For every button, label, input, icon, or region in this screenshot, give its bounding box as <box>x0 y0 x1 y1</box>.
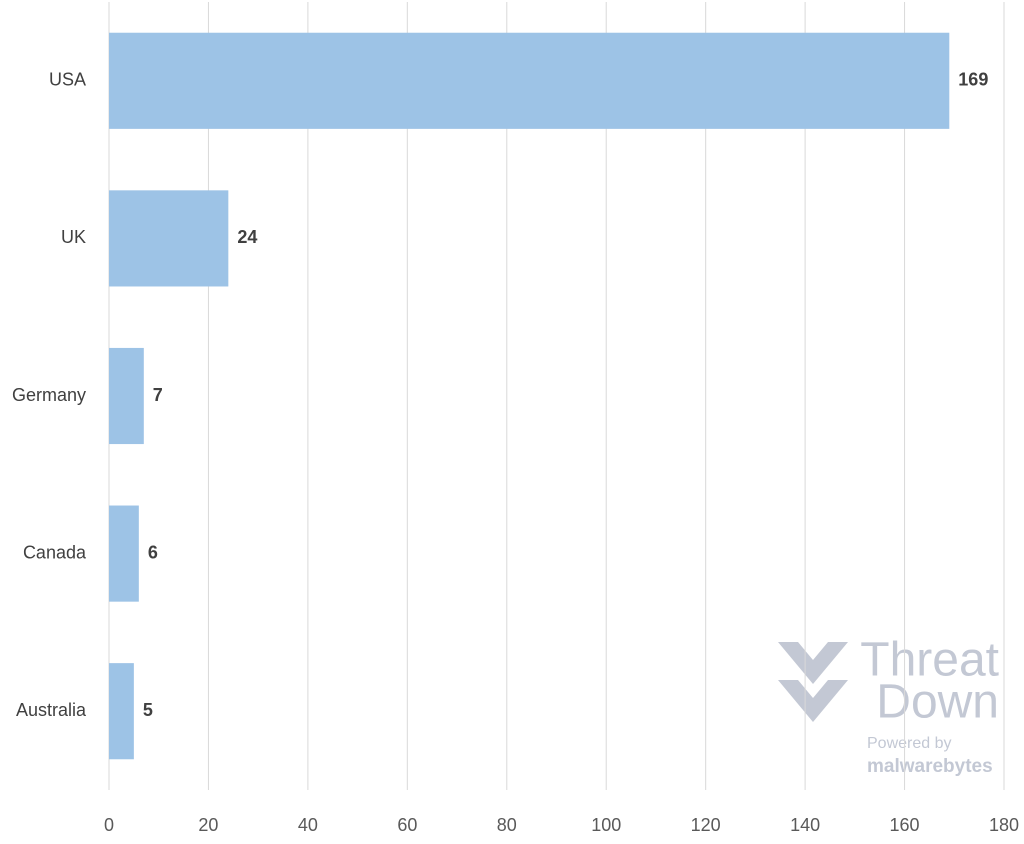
data-label: 169 <box>958 70 988 90</box>
bar <box>109 347 144 445</box>
watermark-logo <box>778 642 848 684</box>
x-tick-label: 20 <box>198 815 218 835</box>
y-tick-label: Australia <box>16 700 87 720</box>
bar <box>109 190 229 287</box>
x-tick-label: 160 <box>890 815 920 835</box>
data-label: 6 <box>148 542 158 562</box>
x-tick-label: 100 <box>591 815 621 835</box>
watermark-text: Powered by <box>867 735 952 752</box>
watermark-text: Threat <box>860 634 999 687</box>
y-tick-label: Canada <box>23 542 87 562</box>
watermark-text: Down <box>876 676 999 729</box>
x-tick-label: 0 <box>104 815 114 835</box>
x-tick-label: 120 <box>691 815 721 835</box>
data-label: 5 <box>143 700 153 720</box>
watermark-text: malwarebytes <box>867 756 993 777</box>
data-label: 7 <box>153 385 163 405</box>
x-tick-label: 180 <box>989 815 1019 835</box>
y-tick-label: USA <box>49 70 86 90</box>
y-tick-label: UK <box>61 227 86 247</box>
watermark-logo <box>778 680 848 722</box>
x-tick-label: 80 <box>497 815 517 835</box>
bar <box>109 505 139 602</box>
y-tick-label: Germany <box>12 385 86 405</box>
bar <box>109 32 950 129</box>
x-tick-label: 40 <box>298 815 318 835</box>
x-tick-label: 140 <box>790 815 820 835</box>
x-tick-label: 60 <box>397 815 417 835</box>
watermark: Threat Down Powered by malwarebytes <box>778 634 999 777</box>
data-label: 24 <box>237 227 257 247</box>
bar <box>109 663 134 760</box>
